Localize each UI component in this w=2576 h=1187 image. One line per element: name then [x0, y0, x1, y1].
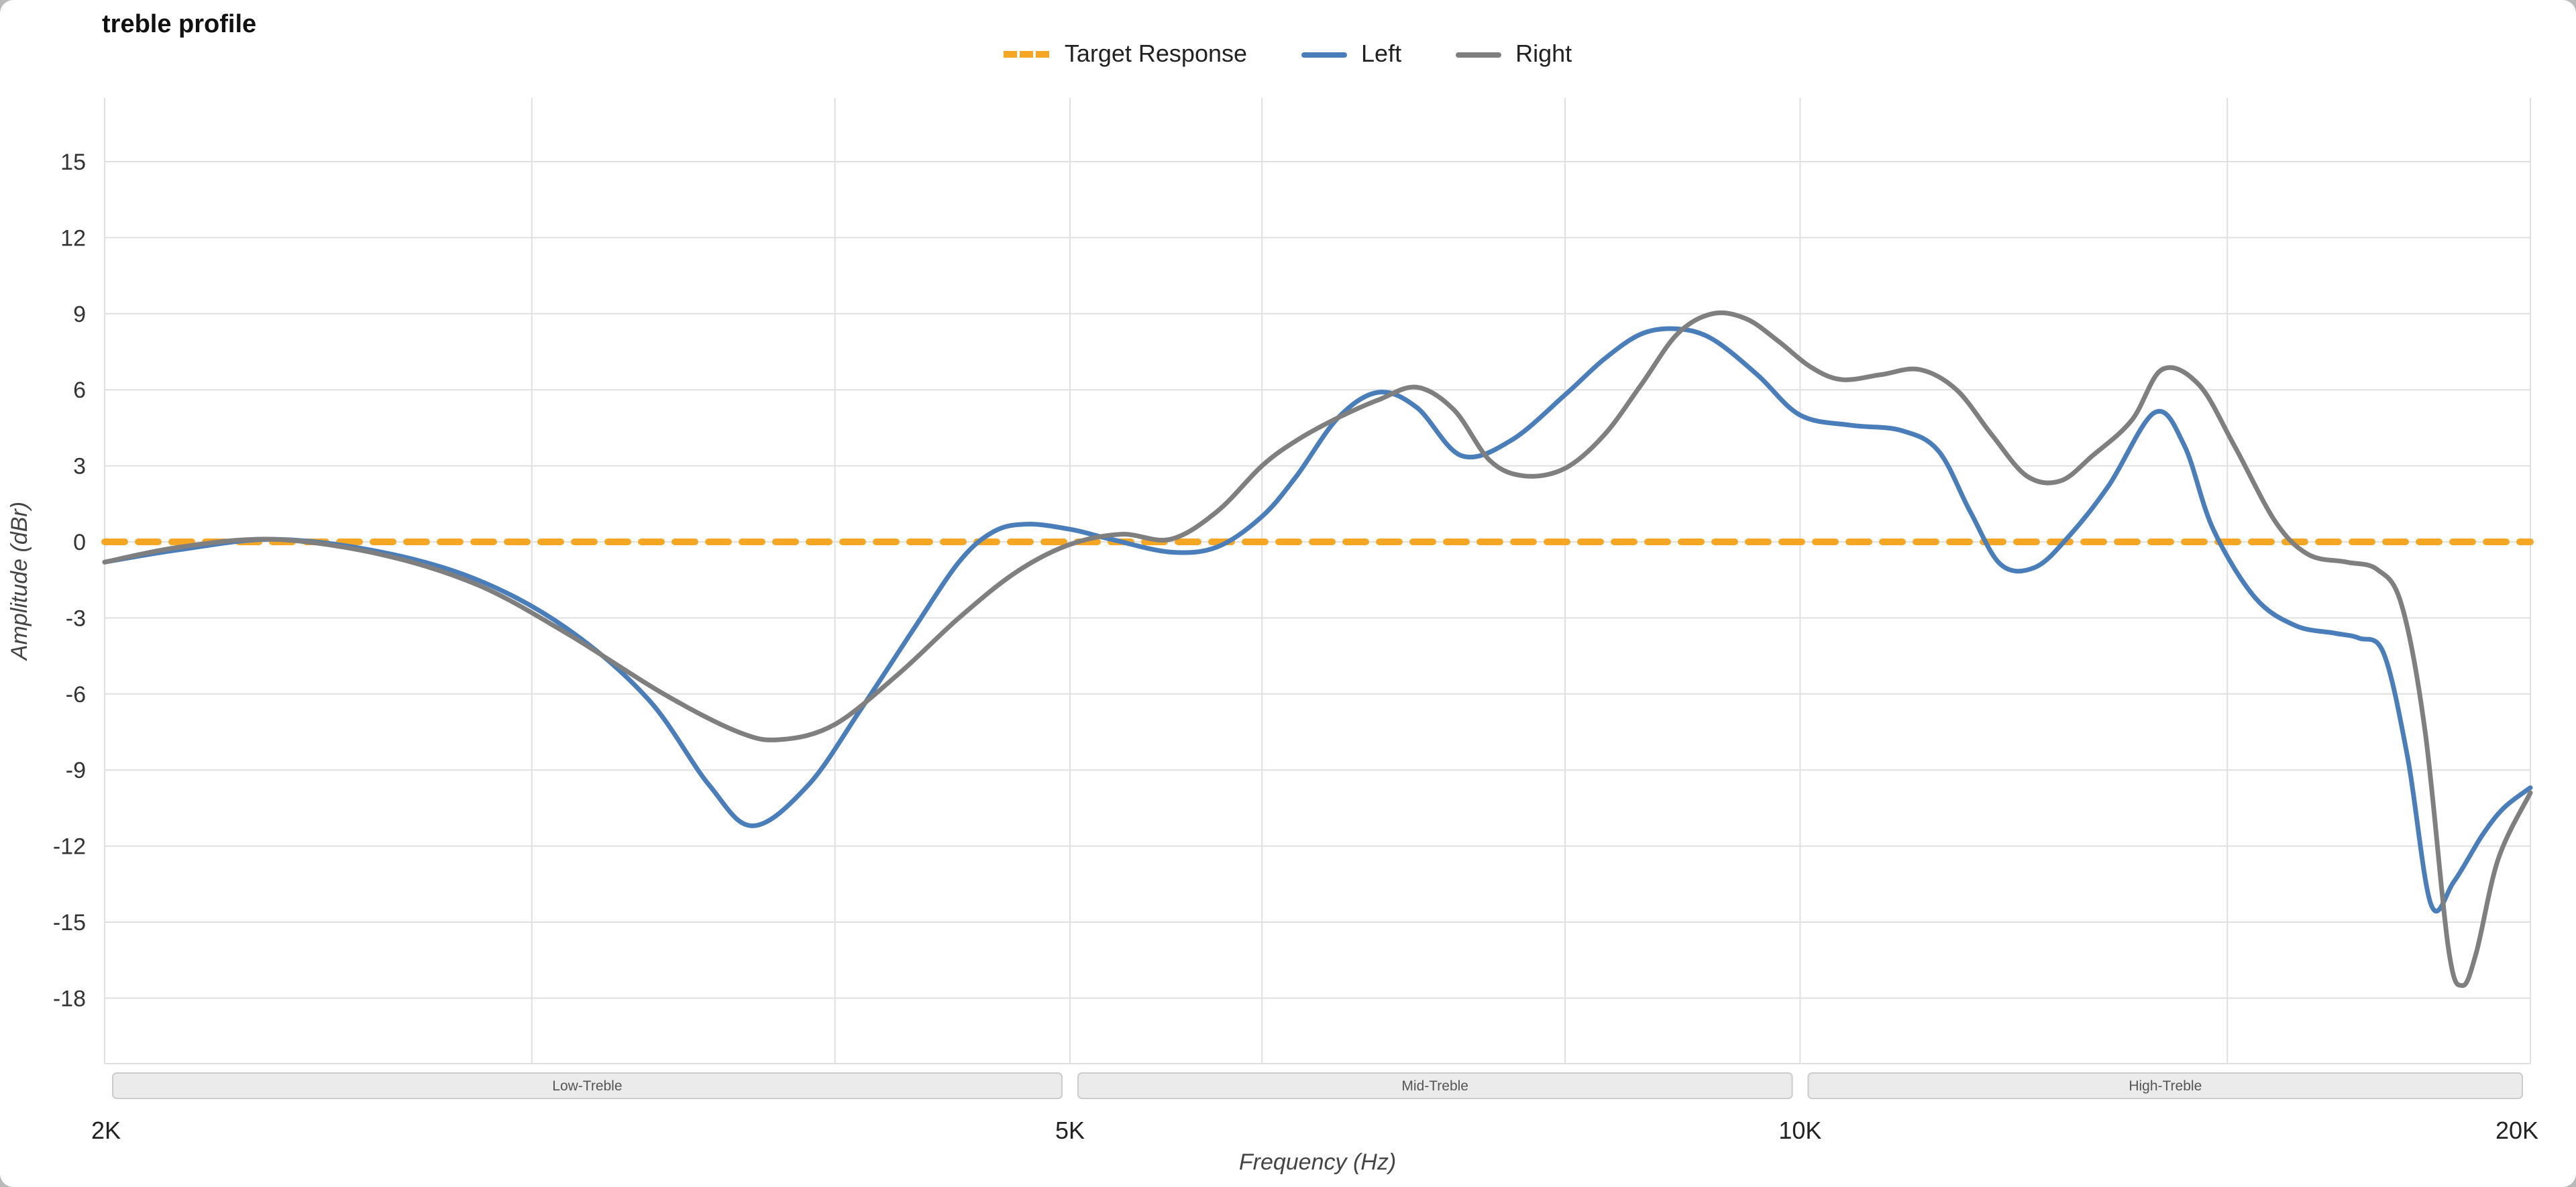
x-tick-label: 20K — [2496, 1117, 2538, 1144]
y-axis-label: Amplitude (dBr) — [7, 502, 32, 661]
band-label: Low-Treble — [552, 1078, 622, 1094]
y-tick-label: -12 — [53, 834, 86, 860]
right-line-swatch — [1455, 52, 1501, 57]
legend-label-right: Right — [1515, 40, 1572, 67]
y-tick-label: 6 — [73, 378, 86, 403]
series-curves — [101, 310, 2534, 988]
left-line-swatch — [1301, 52, 1347, 57]
legend-label-target-response: Target Response — [1064, 40, 1248, 67]
y-tick-label: 12 — [60, 225, 86, 251]
gridlines — [104, 98, 2531, 1064]
chart-title: treble profile — [102, 11, 257, 39]
target-response-line-swatch — [1004, 51, 1050, 58]
band-label: High-Treble — [2129, 1078, 2202, 1094]
y-tick-label: -15 — [53, 910, 86, 936]
y-tick-label: 3 — [73, 454, 86, 479]
y-tick-label: -3 — [66, 606, 86, 631]
band-low-treble — [112, 1072, 1063, 1099]
x-axis-label: Frequency (Hz) — [1239, 1149, 1396, 1175]
axis-tick-labels: 15 12 9 6 3 0 -3 -6 -9 -12 -15 -18 2K 5K 10K 20K — [53, 150, 2538, 1144]
legend-item-target-response[interactable]: Target Response — [1004, 40, 1247, 68]
legend-label-left: Left — [1361, 40, 1402, 67]
y-tick-label: -6 — [66, 682, 86, 708]
legend-item-right[interactable]: Right — [1455, 40, 1572, 68]
x-tick-label: 5K — [1055, 1117, 1085, 1144]
series-left — [102, 326, 2533, 913]
legend-item-left[interactable]: Left — [1301, 40, 1401, 68]
band-high-treble — [1807, 1072, 2523, 1099]
y-tick-label: -18 — [53, 986, 86, 1011]
series-right — [102, 310, 2533, 988]
y-tick-label: -9 — [66, 758, 86, 783]
band-mid-treble — [1077, 1072, 1793, 1099]
y-tick-label: 15 — [60, 150, 86, 175]
frequency-bands: Low-Treble Mid-Treble High-Treble — [112, 1072, 2523, 1099]
x-tick-label: 2K — [91, 1117, 121, 1144]
x-tick-label: 10K — [1778, 1117, 1821, 1144]
band-label: Mid-Treble — [1401, 1078, 1468, 1094]
y-tick-label: 0 — [73, 530, 86, 555]
legend: Target Response Left Right — [0, 40, 2576, 68]
y-tick-label: 9 — [73, 302, 86, 327]
